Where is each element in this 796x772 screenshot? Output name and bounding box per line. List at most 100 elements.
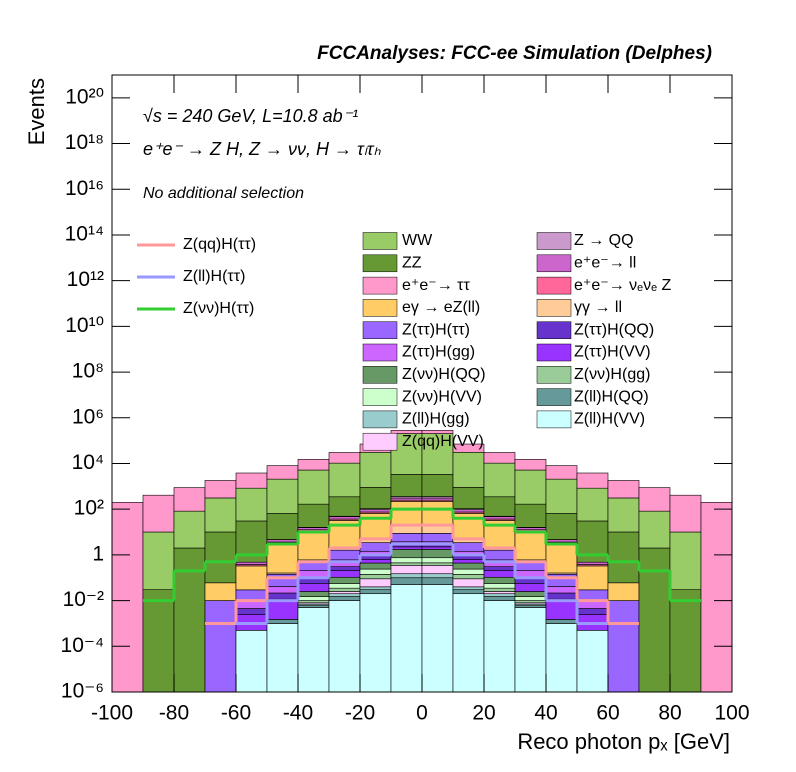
bar-segment xyxy=(483,496,516,517)
legend-label: WW xyxy=(402,232,433,249)
x-tick-label: 0 xyxy=(416,702,428,725)
legend: Z(qq)H(ττ) Z(ll)H(ττ) Z(νν)H(ττ) WW ZZ e⁺e⁻→ … xyxy=(137,232,671,451)
bar-segment xyxy=(452,487,485,509)
bar-segment xyxy=(607,497,640,533)
legend-swatch xyxy=(536,388,572,406)
bar-segment xyxy=(266,619,299,624)
legend-label: Z(ll)H(gg) xyxy=(402,411,470,428)
bar-segment xyxy=(669,494,702,533)
bar-segment xyxy=(576,561,609,565)
annotation: No additional selection xyxy=(143,185,304,202)
bar-segment xyxy=(514,596,547,601)
legend-label: Z(ll)H(ττ) xyxy=(183,268,245,285)
bar-segment xyxy=(390,549,423,559)
bar-segment xyxy=(359,574,392,580)
y-tick-label: 10¹⁰ xyxy=(65,314,104,337)
y-tick-label: 10⁶ xyxy=(72,405,104,428)
bar-segment xyxy=(545,573,578,587)
bar-segment xyxy=(390,533,423,543)
bar-segment xyxy=(452,574,485,580)
bar-segment xyxy=(421,429,454,434)
bar-segment xyxy=(483,462,516,498)
bar-segment xyxy=(421,525,454,534)
bar-segment xyxy=(235,565,268,591)
bar-segment xyxy=(545,543,578,574)
bar-segment xyxy=(483,452,516,464)
bar-segment xyxy=(204,582,237,601)
bar-segment xyxy=(421,546,454,550)
bar-segment xyxy=(390,501,423,527)
bar-segment xyxy=(328,576,361,584)
bar-segment xyxy=(297,527,330,531)
legend-swatch xyxy=(536,276,572,295)
legend-label: e⁺e⁻→ ll xyxy=(574,255,636,272)
bar-segment xyxy=(607,600,640,693)
legend-swatch xyxy=(362,254,398,273)
bar-segment xyxy=(359,559,392,564)
bar-segment xyxy=(421,584,454,693)
bar-segment xyxy=(421,557,454,564)
bar-segment xyxy=(328,600,361,693)
bar-segment xyxy=(576,600,609,609)
annotation: e⁺e⁻ → Z H, Z → νν, H → τₗτₕ xyxy=(143,139,381,159)
bar-segment xyxy=(111,502,144,693)
x-tick-label: 60 xyxy=(596,702,619,725)
bar-segment xyxy=(607,582,640,601)
bar-segment xyxy=(142,589,175,693)
bar-segment xyxy=(452,542,485,552)
bar-segment xyxy=(235,608,268,615)
legend-swatch xyxy=(536,232,572,250)
bar-segment xyxy=(173,510,206,549)
bar-segment xyxy=(266,623,299,693)
bar-segment xyxy=(328,570,361,578)
legend-swatch xyxy=(362,321,398,339)
bar-segment xyxy=(235,561,268,565)
legend-label: Z(ll)H(QQ) xyxy=(574,388,649,405)
bar-segment xyxy=(514,607,547,693)
bar-segment xyxy=(235,600,268,609)
bar-segment xyxy=(142,531,175,590)
bar-segment xyxy=(204,497,237,533)
bar-segment xyxy=(297,503,330,528)
y-tick-label: 10⁻⁴ xyxy=(61,634,104,657)
bar-segment xyxy=(297,591,330,597)
bar-segment xyxy=(235,472,268,489)
x-tick-label: -40 xyxy=(283,702,313,725)
overlay xyxy=(143,507,701,625)
bar-segment xyxy=(297,469,330,505)
legend-label: Z(νν)H(ττ) xyxy=(183,300,254,317)
legend-swatch xyxy=(536,321,572,339)
bar-segment xyxy=(328,591,361,595)
bar-segment xyxy=(483,591,516,595)
y-tick-label: 10¹² xyxy=(67,268,104,291)
legend-label: Z(ττ)H(ττ) xyxy=(402,321,470,338)
legend-label: Z(νν)H(gg) xyxy=(574,366,650,383)
bar-segment xyxy=(452,568,485,575)
bar-segment xyxy=(328,587,361,592)
bar-segment xyxy=(390,525,423,534)
bar-segment xyxy=(514,531,547,561)
legend-label: Z → QQ xyxy=(574,232,634,249)
bar-segment xyxy=(421,573,454,579)
y-tick-label: 1 xyxy=(92,542,104,565)
bar-segment xyxy=(452,589,485,595)
bar-segment xyxy=(421,474,454,497)
bar-segment xyxy=(266,573,299,587)
bar-segment xyxy=(452,593,485,693)
bar-segment xyxy=(483,596,516,601)
bar-segment xyxy=(421,533,454,543)
bar-segment xyxy=(452,586,485,590)
bar-segment xyxy=(452,578,485,588)
bar-segment xyxy=(607,480,640,499)
bar-segment xyxy=(390,474,423,497)
y-tick-label: 10⁸ xyxy=(72,360,104,383)
bar-segment xyxy=(545,478,578,514)
legend-swatch xyxy=(362,299,398,317)
legend-label: Z(ττ)H(VV) xyxy=(574,344,651,361)
legend-swatch xyxy=(362,276,398,295)
x-tick-label: 20 xyxy=(472,702,495,725)
bar-segment xyxy=(421,565,454,575)
x-axis-label: Reco photon pₓ [GeV] xyxy=(517,729,730,754)
bar-segment xyxy=(297,459,330,471)
bar-segment xyxy=(483,549,516,561)
